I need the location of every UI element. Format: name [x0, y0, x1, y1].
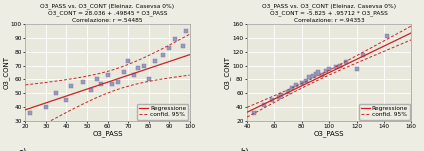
- Point: [312, 73, 319, 75]
- Point: [159, 53, 166, 56]
- Y-axis label: O3_CONT: O3_CONT: [3, 56, 9, 89]
- Point: [293, 84, 300, 86]
- Text: a): a): [19, 148, 27, 151]
- Point: [26, 111, 33, 114]
- Text: b): b): [240, 148, 249, 151]
- Point: [275, 95, 282, 98]
- Point: [326, 68, 332, 70]
- Point: [94, 78, 100, 81]
- Point: [323, 70, 330, 72]
- Point: [333, 66, 340, 68]
- Point: [260, 104, 267, 106]
- Point: [172, 38, 179, 41]
- Point: [131, 74, 138, 76]
- Point: [353, 68, 360, 70]
- Point: [298, 82, 305, 84]
- Point: [141, 64, 148, 67]
- Point: [310, 75, 316, 77]
- Point: [42, 106, 49, 108]
- Point: [251, 111, 257, 114]
- Point: [104, 74, 111, 76]
- Point: [305, 76, 312, 79]
- Point: [166, 46, 173, 49]
- Point: [125, 60, 131, 63]
- Point: [285, 91, 292, 93]
- Point: [303, 80, 310, 82]
- Point: [114, 81, 121, 83]
- Point: [108, 82, 115, 85]
- Point: [88, 89, 95, 92]
- Point: [289, 87, 296, 89]
- X-axis label: O3_PASS: O3_PASS: [92, 131, 123, 137]
- Point: [342, 61, 349, 63]
- Point: [315, 71, 322, 74]
- Point: [383, 35, 390, 37]
- Point: [337, 64, 343, 67]
- Title: O3_PASS vs. O3_CONT (Eleinaz. Casevsa 0%)
O3_CONT = -5.825 + .95712 * O3_PASS
Co: O3_PASS vs. O3_CONT (Eleinaz. Casevsa 0%…: [262, 3, 396, 23]
- Title: O3_PASS vs. O3_CONT (Eleinaz. Casevsa 0%)
O3_CONT = 28.036 + .49845 * O3_PASS
Co: O3_PASS vs. O3_CONT (Eleinaz. Casevsa 0%…: [40, 3, 175, 23]
- Point: [53, 92, 60, 94]
- Point: [145, 78, 152, 81]
- Point: [360, 54, 367, 56]
- Point: [151, 60, 158, 63]
- Y-axis label: O3_CONT: O3_CONT: [224, 56, 231, 89]
- Point: [98, 82, 105, 85]
- Point: [319, 73, 326, 76]
- Point: [120, 71, 127, 74]
- X-axis label: O3_PASS: O3_PASS: [314, 131, 344, 137]
- Point: [268, 99, 275, 101]
- Legend: Regressione, confid. 95%: Regressione, confid. 95%: [137, 104, 188, 120]
- Point: [278, 93, 285, 96]
- Point: [135, 67, 142, 70]
- Legend: Regressione, confid. 95%: Regressione, confid. 95%: [359, 104, 410, 120]
- Point: [180, 45, 187, 47]
- Point: [67, 85, 74, 87]
- Point: [80, 81, 86, 83]
- Point: [182, 30, 189, 32]
- Point: [63, 99, 70, 101]
